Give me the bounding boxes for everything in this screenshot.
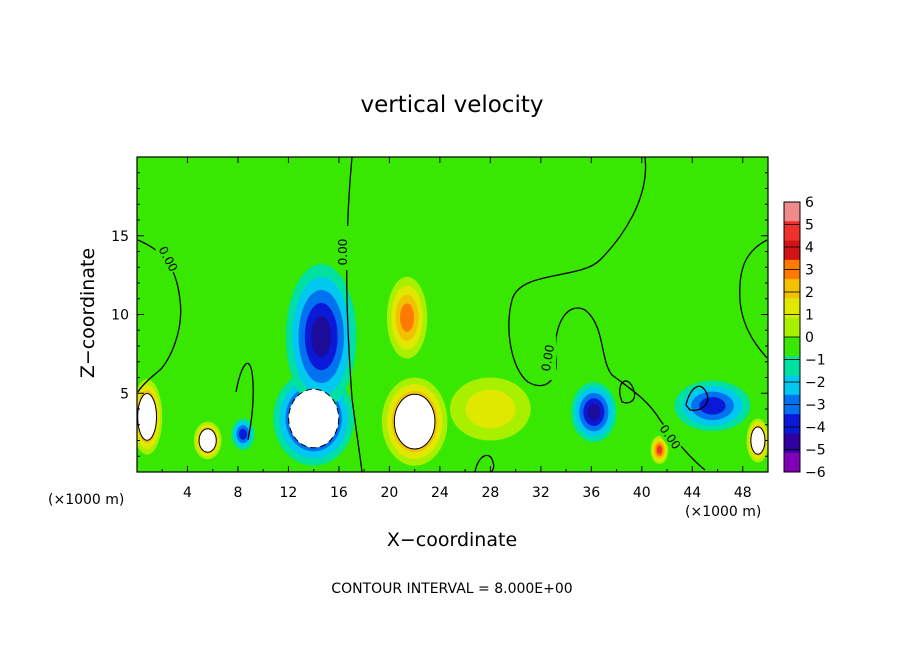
x-tick-label: 44	[683, 485, 701, 501]
colorbar-label: −1	[805, 353, 826, 369]
colorbar: 6 5 4 3 2 1 0 −1 −2 −3 −4 −5 −6	[783, 195, 826, 481]
contour-field	[137, 157, 768, 472]
colorbar-label: 1	[805, 308, 814, 324]
y-tick-label: 15	[111, 229, 129, 245]
colorbar-swatch	[784, 298, 800, 319]
y-tick-label: 10	[111, 308, 129, 324]
colorbar-swatch	[784, 337, 800, 357]
zero-contour-line	[474, 454, 495, 472]
colorbar-label: −5	[805, 443, 826, 459]
x-tick-label: 36	[582, 485, 600, 501]
updraft-contour-band	[400, 303, 415, 332]
x-tick-label: 24	[431, 485, 449, 501]
field-background	[137, 157, 768, 472]
colorbar-swatch	[784, 202, 800, 222]
x-tick-label: 4	[183, 485, 192, 501]
y-axis-label: Z−coordinate	[77, 248, 99, 378]
contour-label-bg	[540, 336, 556, 380]
x-unit-label-right: (×1000 m)	[685, 504, 761, 520]
colorbar-label: −6	[805, 465, 826, 481]
zero-contour-line	[685, 385, 709, 411]
chart-title: vertical velocity	[361, 92, 544, 118]
colorbar-swatch	[784, 452, 800, 473]
colorbar-label: −4	[805, 420, 826, 436]
x-tick-label: 8	[233, 485, 242, 501]
x-tick-label: 48	[734, 485, 752, 501]
updraft-contour-band	[656, 445, 662, 455]
colorbar-swatch	[784, 375, 800, 396]
downdraft-contour-band	[699, 397, 726, 415]
colorbar-swatch	[784, 240, 800, 261]
colorbar-label: 2	[805, 285, 814, 301]
x-tick-label: 32	[532, 485, 550, 501]
updraft-core	[137, 392, 157, 441]
x-axis-label: X−coordinate	[387, 529, 517, 551]
x-axis-ticks: 4 8 12 16 20 24 28 32 36 40 44 48	[161, 157, 769, 501]
colorbar-label: 3	[805, 263, 814, 279]
contour-label: 0.00	[539, 344, 557, 373]
contour-label-bg	[339, 226, 355, 270]
contour-label: 0.00	[336, 239, 350, 266]
colorbar-swatch	[784, 317, 800, 338]
zero-contour-line	[739, 239, 768, 359]
colorbar-swatch	[784, 279, 800, 299]
zero-contours	[137, 157, 768, 472]
contour-label-bg	[656, 421, 684, 453]
colorbar-swatch	[784, 433, 800, 454]
contour-interval-text: CONTOUR INTERVAL = 8.000E+00	[331, 581, 572, 597]
colorbar-swatch	[784, 414, 800, 434]
x-tick-label: 12	[280, 485, 298, 501]
y-axis-ticks: 5 10 15	[111, 172, 768, 457]
x-tick-label: 20	[380, 485, 398, 501]
colorbar-label: 6	[805, 195, 814, 211]
strong-cores	[137, 388, 766, 455]
colorbar-label: 5	[805, 218, 814, 234]
x-tick-label: 16	[330, 485, 348, 501]
updraft-core	[393, 393, 436, 450]
downdraft-core	[288, 388, 340, 449]
colorbar-label: 0	[805, 330, 814, 346]
zero-contour-line	[235, 362, 254, 441]
updraft-core	[750, 426, 766, 455]
updraft-contour-band	[465, 389, 516, 429]
zero-contour-line	[508, 157, 706, 471]
downdraft-contour-band	[239, 428, 247, 440]
x-unit-label-left: (×1000 m)	[48, 492, 124, 508]
contour-label-bg	[155, 243, 181, 275]
downdraft-contour-band	[311, 315, 332, 358]
colorbar-label: −2	[805, 375, 826, 391]
x-tick-label: 40	[633, 485, 651, 501]
zero-contour-line	[346, 157, 363, 472]
y-tick-label: 5	[120, 386, 129, 402]
updraft-core	[198, 428, 217, 453]
colorbar-label: 4	[805, 240, 814, 256]
x-tick-label: 28	[481, 485, 499, 501]
colorbar-label: −3	[805, 398, 826, 414]
colorbar-swatch	[784, 356, 800, 377]
colorbar-swatch	[784, 221, 800, 242]
downdraft-contour-band	[587, 403, 601, 421]
zero-contour-line	[619, 380, 636, 404]
